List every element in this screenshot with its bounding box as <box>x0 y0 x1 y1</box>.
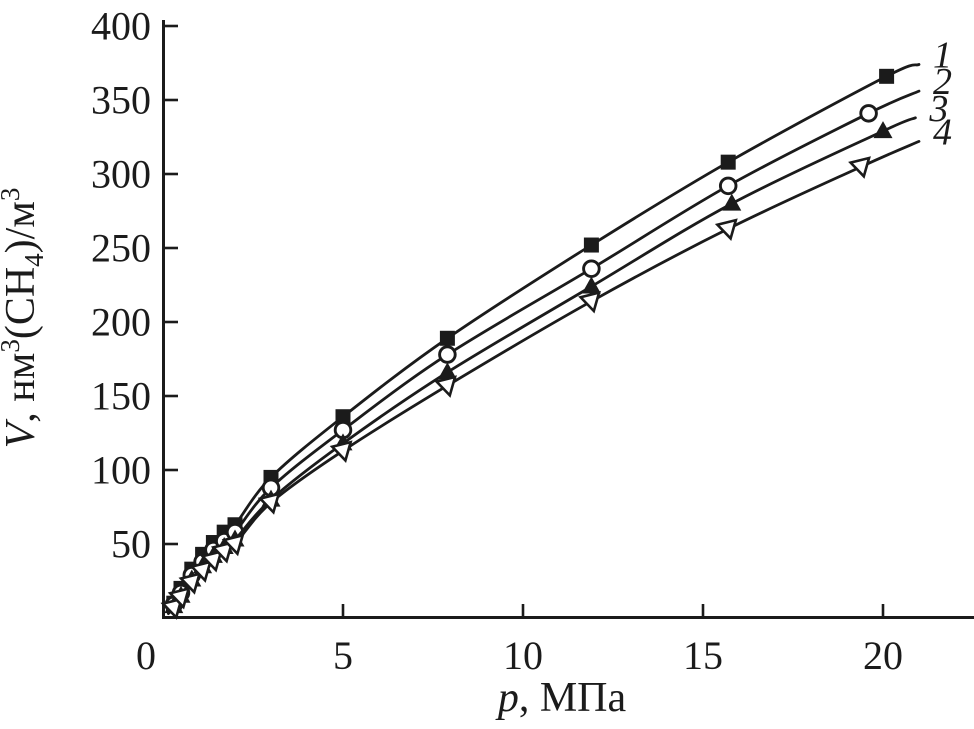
series-4-marker-triangle-down <box>221 533 245 557</box>
series-2-curve-label: 2 <box>933 61 952 103</box>
series-4-curve-label: 4 <box>933 111 952 153</box>
series-2-marker-circle <box>438 345 457 364</box>
y-tick-label: 350 <box>91 78 151 123</box>
axes-lines <box>162 20 974 619</box>
x-axis-title: p, МПа <box>495 675 627 721</box>
x-tick-label: 0 <box>136 633 156 678</box>
series-4-marker-triangle-down <box>167 586 191 610</box>
y-axis-title: V, нм3(CH4)/м3 <box>0 188 49 449</box>
series-1-curve-label: 1 <box>933 34 952 76</box>
y-tick-label: 250 <box>91 226 151 271</box>
series-3-marker-triangle-up <box>581 276 601 294</box>
series-1-marker-square <box>583 237 599 253</box>
y-tick-label: 200 <box>91 300 151 345</box>
series-3-marker-triangle-up <box>722 193 742 211</box>
series-4-marker-triangle-down <box>329 440 353 463</box>
series-4-marker-triangle-down <box>200 549 223 573</box>
series-4-marker-triangle-down <box>434 375 457 398</box>
x-tick-label: 20 <box>863 633 903 678</box>
y-tick-label: 400 <box>91 4 151 49</box>
x-tick-label: 5 <box>333 633 353 678</box>
series-4-marker-triangle-down <box>178 572 202 595</box>
series-4-marker-triangle-down <box>578 290 601 314</box>
series-1-marker-square <box>720 154 736 170</box>
series-3-curve-label: 3 <box>928 88 948 130</box>
series-1-marker-square <box>439 330 455 346</box>
y-tick-label: 100 <box>91 448 151 493</box>
series-1-marker-square <box>879 68 895 84</box>
series-4-marker-triangle-down <box>210 540 234 564</box>
y-tick-label: 50 <box>111 522 151 567</box>
x-tick-label: 15 <box>683 633 723 678</box>
series-2-marker-circle <box>718 176 738 196</box>
series-4-marker-triangle-down <box>257 492 281 515</box>
series-4-marker-triangle-down <box>848 156 871 179</box>
series-2-marker-circle <box>859 104 878 123</box>
series-3-marker-triangle-up <box>437 362 457 380</box>
series-4-marker-triangle-down <box>160 597 184 620</box>
series-4-marker-triangle-down <box>189 560 213 583</box>
series-4-marker-triangle-down <box>714 218 738 241</box>
x-tick-label: 10 <box>503 633 543 678</box>
series-3-marker-triangle-up <box>873 121 893 139</box>
y-tick-label: 150 <box>91 374 151 419</box>
series-1-marker-square <box>335 409 351 425</box>
y-tick-label: 300 <box>91 152 151 197</box>
series-2-marker-circle <box>582 259 601 278</box>
